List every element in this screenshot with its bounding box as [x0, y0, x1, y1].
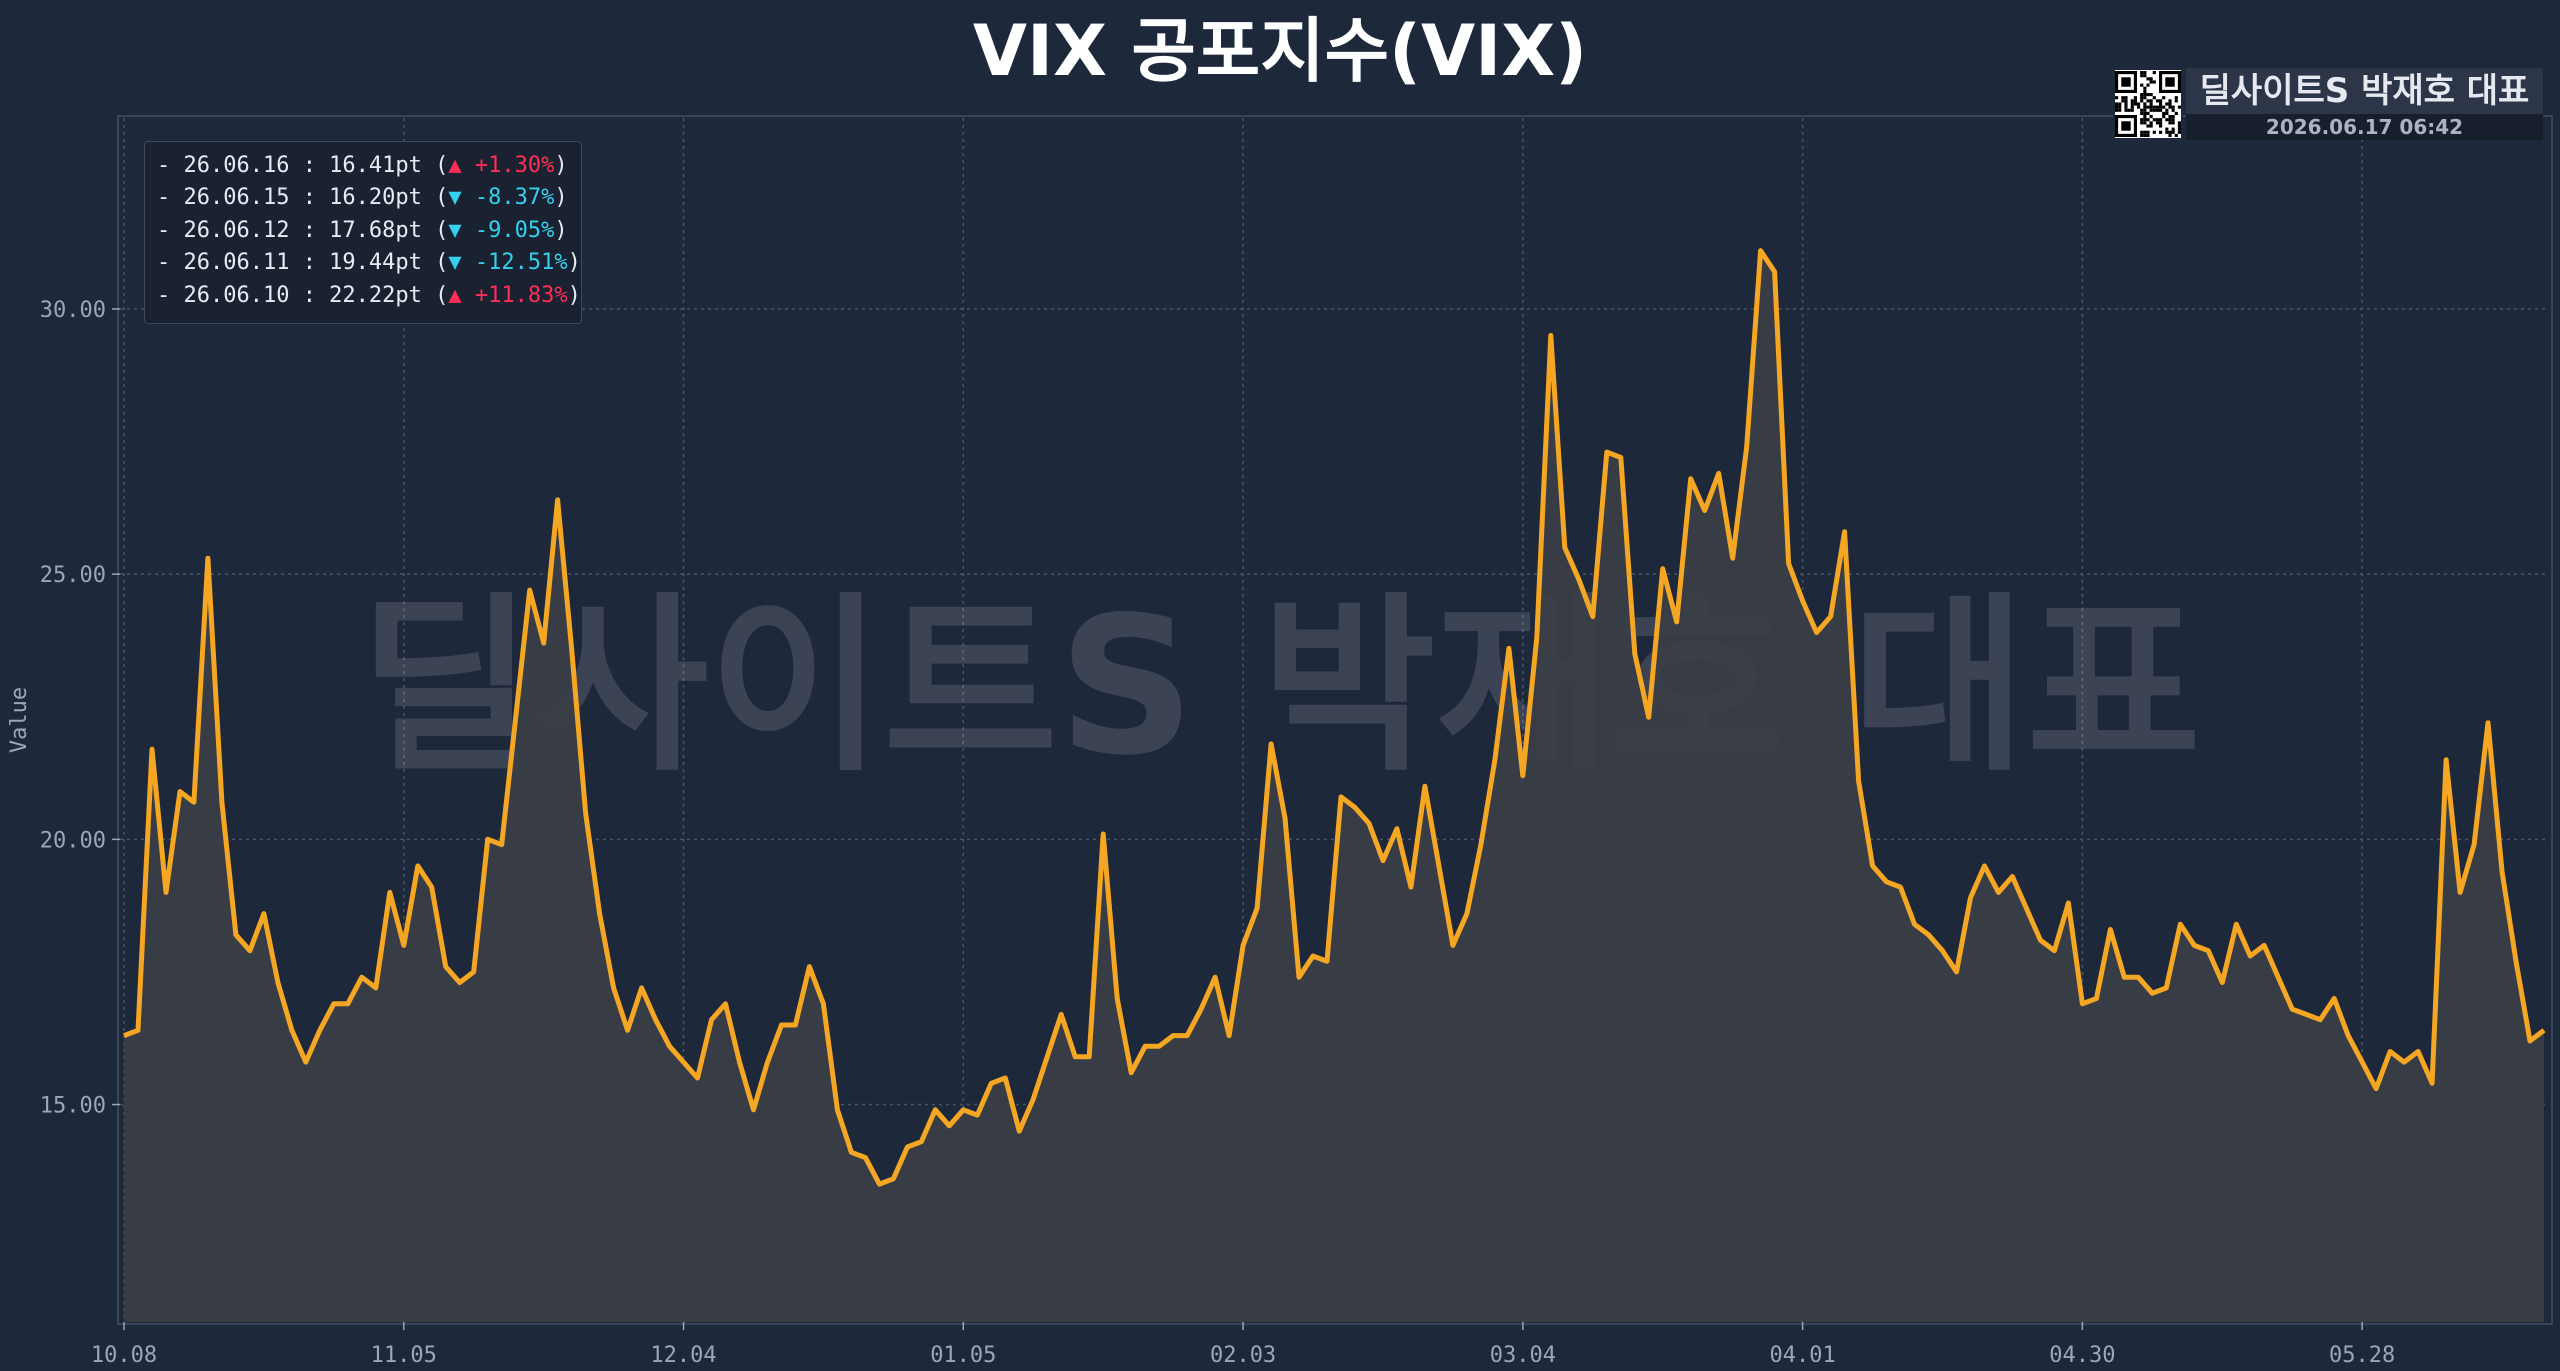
plot-frame: [117, 115, 2553, 1325]
x-axis-ticks: 10.08 11.05 12.04 01.05 02.03 03.04 04.01 04.30…: [91, 1322, 2395, 1368]
legend-item-close-paren: ): [567, 282, 581, 308]
x-tick-label: 02.03: [1210, 1343, 1276, 1368]
chart-title: VIX 공포지수(VIX): [973, 10, 1587, 92]
qr-code-icon: [2113, 68, 2183, 140]
brand-badge: 딜사이트S 박재호 대표 2026.06.17 06:42: [2113, 68, 2545, 142]
brand-name: 딜사이트S 박재호 대표: [2186, 68, 2543, 114]
y-axis-label: Value: [7, 687, 32, 753]
x-tick-label: 05.28: [2329, 1343, 2395, 1368]
x-tick-label: 01.05: [930, 1343, 996, 1368]
watermark: 딜사이트S 박재호 대표: [359, 576, 2201, 797]
legend-item: - 26.06.11 : 19.44pt (▼ -12.51%): [157, 247, 581, 279]
x-tick-label: 03.04: [1490, 1343, 1556, 1368]
x-tick-label: 04.01: [1769, 1343, 1835, 1368]
x-tick-label: 12.04: [650, 1343, 716, 1368]
legend-item-close-paren: ): [554, 153, 568, 178]
series-line: [123, 248, 2546, 1187]
legend-item-change: ▲ +1.30%: [448, 153, 555, 178]
y-tick-label: 15.00: [40, 1094, 106, 1119]
legend: - 26.06.16 : 16.41pt (▲ +1.30%) - 26.06.1…: [144, 141, 582, 324]
legend-item-change: ▼ -12.51%: [448, 250, 568, 276]
legend-item-change: ▼ -8.37%: [448, 185, 555, 211]
y-tick-label: 20.00: [40, 828, 106, 853]
legend-item-text: - 26.06.16 : 16.41pt (: [157, 153, 449, 178]
legend-item-text: - 26.06.12 : 17.68pt (: [157, 217, 449, 243]
legend-item-change: ▼ -9.05%: [448, 217, 555, 243]
x-tick-label: 04.30: [2049, 1343, 2115, 1368]
legend-item-text: - 26.06.10 : 22.22pt (: [157, 282, 449, 308]
legend-item-close-paren: ): [554, 185, 568, 211]
legend-item-close-paren: ): [567, 250, 581, 276]
legend-item: - 26.06.15 : 16.20pt (▼ -8.37%): [157, 182, 569, 214]
legend-item-change: ▲ +11.83%: [448, 282, 568, 308]
series-area-fill: [124, 250, 2544, 1323]
legend-item-text: - 26.06.15 : 16.20pt (: [157, 185, 449, 211]
legend-item: - 26.06.16 : 16.41pt (▲ +1.30%): [157, 150, 569, 182]
legend-item-close-paren: ): [554, 217, 568, 243]
brand-timestamp: 2026.06.17 06:42: [2186, 114, 2543, 140]
x-tick-label: 10.08: [91, 1343, 157, 1368]
y-tick-label: 25.00: [40, 563, 106, 588]
legend-item: - 26.06.10 : 22.22pt (▲ +11.83%): [157, 280, 581, 312]
y-axis-ticks: 15.00 20.00 25.00 30.00: [40, 298, 120, 1119]
x-tick-label: 11.05: [371, 1343, 437, 1368]
y-tick-label: 30.00: [40, 298, 106, 323]
legend-item: - 26.06.12 : 17.68pt (▼ -9.05%): [157, 215, 569, 247]
legend-item-text: - 26.06.11 : 19.44pt (: [157, 250, 449, 276]
